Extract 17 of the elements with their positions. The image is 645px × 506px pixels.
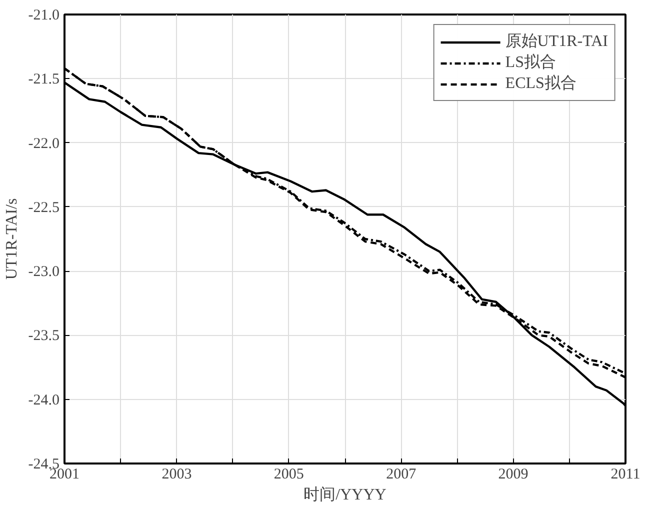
y-tick-label: -22.0 [28,136,60,152]
legend-label: ECLS拟合 [505,74,576,94]
x-tick-label: 2011 [610,466,640,482]
x-tick-label: 2005 [274,466,304,482]
y-axis-title: UT1R-TAI/s [3,198,20,280]
y-tick-label: -21.0 [28,8,60,24]
y-tick-label: -22.5 [28,200,60,216]
legend-label: 原始UT1R-TAI [505,32,608,52]
legend-label: LS拟合 [505,52,556,73]
y-tick-label: -23.5 [28,328,60,344]
y-tick-label: -23.0 [28,264,60,280]
x-tick-label: 2009 [498,466,528,482]
x-axis-title: 时间/YYYY [304,486,387,504]
y-tick-label: -24.0 [28,392,60,408]
x-tick-label: 2003 [162,466,192,482]
y-tick-label: -21.5 [28,72,60,88]
x-tick-label: 2007 [386,466,417,482]
